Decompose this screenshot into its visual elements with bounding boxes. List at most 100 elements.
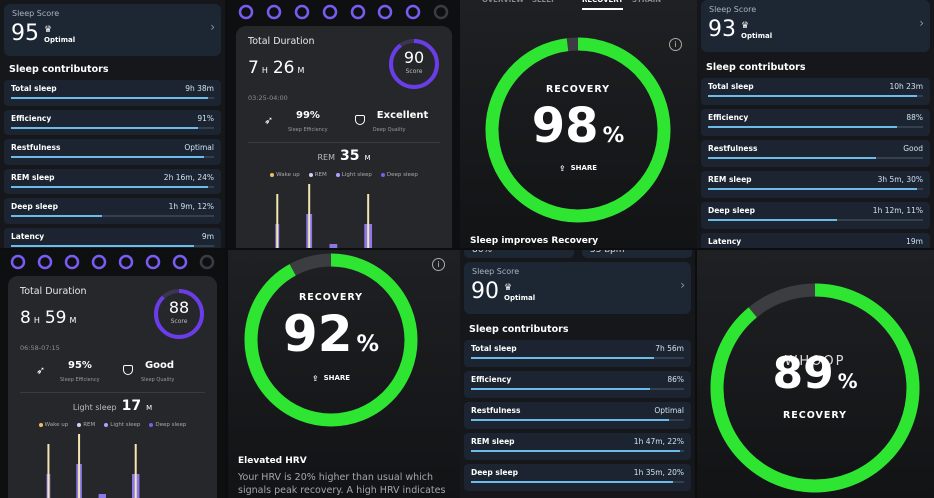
quality-value: Good (144, 360, 175, 371)
contributor-name: Total sleep (708, 82, 754, 91)
recovery-number: 89 (772, 348, 834, 399)
stage-name: Light sleep (72, 403, 117, 412)
efficiency-icon: ➶ (264, 114, 274, 127)
contributor-value: 1h 47m, 22% (633, 437, 684, 446)
day-ring (322, 4, 337, 20)
contributor-row: Efficiency 88% (701, 109, 930, 136)
score-value: 95 (11, 21, 39, 46)
duration-card: Total Duration 8 H 59 M 88 Score 06:58-07:15 ➶ 95… (8, 276, 217, 498)
ring-graphic (389, 39, 439, 89)
contributor-value: Optimal (654, 406, 684, 415)
progress-fill (471, 481, 674, 483)
stage-block (329, 244, 338, 248)
progress-track (471, 481, 684, 483)
legend-item: Deep sleep (380, 172, 418, 178)
ring-graphic (172, 254, 188, 270)
legend: Wake up REM Light sleep Deep sleep (8, 422, 217, 428)
recovery-unit: % (837, 370, 858, 393)
day-ring (406, 4, 421, 20)
stage-summary: REM 35 M (236, 148, 452, 164)
efficiency-value: 99% (296, 110, 320, 121)
day-ring (91, 254, 107, 270)
efficiency-icon: ➶ (36, 364, 46, 377)
score-label: Score (170, 318, 188, 325)
quality-value: Excellent (376, 110, 429, 121)
contributor-row: REM sleep 2h 16m, 24% (4, 168, 221, 194)
recovery-label: RECOVERY (545, 84, 611, 95)
sleep-score-panel: Sleep Score 95 ♛ Optimal › Sleep contributors… (0, 0, 225, 248)
score-value: 90 (403, 48, 425, 67)
progress-fill (11, 126, 198, 129)
progress-track (471, 419, 684, 421)
duration-title: Total Duration (248, 36, 315, 47)
ring-graphic (145, 254, 161, 270)
score-label: Score (405, 68, 423, 75)
ring-graphic (434, 4, 449, 20)
contributor-row: Latency 9m (4, 227, 221, 248)
sleep-score-panel: 86% 55 bpm Sleep Score 90 ♛ Optimal › Sleep con… (460, 250, 695, 498)
duration-card: Total Duration 7 H 26 M 90 Score 03:25-04:00 ➶ 99… (236, 26, 452, 248)
share-label: SHARE (323, 374, 351, 382)
day-ring (64, 254, 80, 270)
legend-dot (38, 423, 43, 427)
footer-title: Elevated HRV (238, 456, 307, 466)
duration-panel: Total Duration 8 H 59 M 88 Score 06:58-07:15 ➶ 95… (0, 250, 225, 498)
tab: RECOVERY (582, 0, 624, 10)
quality-label: Sleep Quality (140, 377, 175, 383)
contributor-row: Deep sleep 1h 35m, 20% (464, 464, 691, 491)
contributor-name: Efficiency (11, 113, 52, 123)
contributor-row: Total sleep 7h 56m (464, 340, 691, 367)
contributor-name: Deep sleep (11, 202, 58, 211)
wake-line (78, 434, 81, 498)
progress-fill (11, 156, 204, 158)
legend-item: Light sleep (104, 422, 140, 428)
progress-fill (471, 450, 680, 452)
score-status: Optimal (741, 32, 773, 40)
divider (20, 392, 205, 393)
contributor-name: Efficiency (708, 113, 749, 122)
legend-item: Wake up (270, 172, 300, 178)
recovery-value: 92% (228, 305, 434, 363)
ring-graphic (350, 4, 365, 20)
contributor-name: Total sleep (11, 84, 57, 93)
day-ring (350, 4, 365, 20)
score-status: Optimal (504, 294, 536, 302)
recovery-number: 92 (282, 305, 353, 363)
contributor-row: Restfulness Optimal (464, 402, 691, 429)
crown-icon: ♛ (44, 25, 53, 35)
contributor-row: Deep sleep 1h 9m, 12% (4, 198, 221, 224)
progress-fill (11, 244, 194, 247)
legend-item: REM (308, 172, 327, 178)
contributor-value: 9m (201, 231, 214, 241)
stage-name: REM (317, 153, 335, 162)
progress-fill (11, 215, 103, 217)
ring-progress (485, 37, 671, 223)
share-label: SHARE (570, 164, 598, 172)
recovery-number: 98 (531, 98, 599, 154)
contributor-value: 88% (906, 113, 923, 122)
contributors-title: Sleep contributors (706, 62, 806, 73)
wake-line (308, 184, 311, 248)
contributor-row: Latency 19m (701, 233, 930, 248)
progress-track (11, 156, 214, 158)
efficiency-value: 95% (68, 360, 92, 371)
contributor-name: Efficiency (471, 375, 512, 384)
contributor-row: Efficiency 86% (464, 371, 691, 398)
hours: 8 (20, 308, 31, 328)
progress-fill (708, 219, 837, 221)
minutes-unit: M (297, 66, 305, 75)
ring-graphic (10, 254, 26, 270)
share-button: ⇪ SHARE (228, 374, 434, 383)
efficiency-label: Sleep Efficiency (60, 377, 100, 383)
info-icon: i (669, 38, 682, 51)
contributor-name: Restfulness (471, 406, 521, 415)
ring-graphic (406, 4, 421, 20)
ring-progress (710, 283, 920, 493)
quality-label: Deep Quality (372, 127, 406, 133)
day-ring (145, 254, 161, 270)
ring-graphic (710, 283, 920, 493)
minutes: 26 (272, 58, 295, 78)
contributor-value: 1h 9m, 12% (168, 202, 214, 211)
recovery-unit: % (356, 331, 380, 357)
